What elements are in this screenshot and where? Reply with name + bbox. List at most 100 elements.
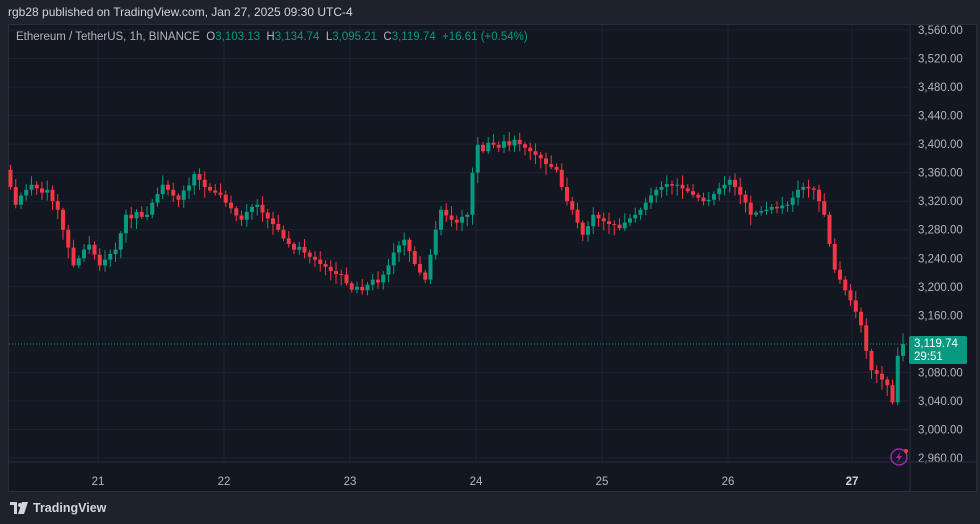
candle-body [796, 189, 800, 198]
candle-body [76, 258, 81, 266]
candle-body [670, 184, 674, 186]
candle-body [848, 290, 853, 301]
candle-body [591, 214, 596, 227]
candle-body [696, 194, 701, 198]
candle-body [407, 239, 412, 252]
candle-body [412, 251, 417, 264]
published-caption: rgb28 published on TradingView.com, Jan … [8, 5, 353, 19]
candle-body [34, 184, 39, 189]
candle-body [717, 188, 722, 195]
x-tick-label: 23 [344, 476, 357, 488]
candle-body [507, 141, 512, 146]
candle-body [103, 259, 107, 266]
x-tick-label: 27 [846, 476, 859, 488]
candle-body [297, 246, 302, 250]
candle-body [664, 184, 669, 187]
candle-body [66, 229, 71, 248]
high-label: H [266, 31, 275, 43]
candle-body [559, 169, 564, 187]
y-tick-label: 3,440.00 [918, 111, 963, 123]
candle-body [832, 243, 837, 270]
candle-body [433, 229, 438, 255]
candle-body [838, 269, 842, 280]
candle-body [528, 147, 533, 152]
y-tick-label: 3,280.00 [918, 225, 963, 237]
candle-body [286, 238, 291, 244]
candle-body [617, 224, 622, 229]
logo-text: TradingView [33, 501, 107, 515]
candle-body [801, 186, 806, 190]
candle-body [55, 201, 60, 210]
candle-body [108, 253, 113, 260]
candle-body [166, 184, 170, 190]
candle-body [355, 286, 359, 290]
candle-body [145, 214, 149, 217]
candle-body [61, 209, 65, 230]
y-tick-label: 3,000.00 [918, 424, 963, 436]
candle-body [113, 249, 118, 254]
candle-body [197, 174, 202, 180]
candle-body [628, 218, 632, 223]
candle-body [538, 154, 543, 159]
candle-body [880, 373, 884, 380]
candle-body [386, 265, 391, 275]
tradingview-logo-icon [10, 502, 28, 514]
candle-body [292, 243, 296, 250]
y-tick-label: 3,040.00 [918, 396, 963, 408]
candle-body [208, 186, 212, 191]
candle-body [481, 144, 485, 152]
x-tick-label: 24 [470, 476, 483, 488]
candle-body [549, 164, 554, 167]
candle-body [496, 144, 501, 148]
close-value: 3,119.74 [391, 31, 436, 43]
candle-body [654, 189, 659, 196]
candle-body [454, 219, 459, 223]
candle-body [155, 194, 160, 203]
candle-body [523, 144, 527, 148]
candle-body [229, 202, 233, 209]
candle-body [890, 385, 895, 403]
candle-body [575, 209, 580, 223]
candle-body [124, 214, 128, 234]
candle-body [612, 224, 617, 226]
candle-body [381, 274, 386, 283]
x-tick-label: 22 [218, 476, 231, 488]
candle-body [323, 263, 328, 267]
candle-body [533, 151, 538, 155]
candle-body [633, 214, 638, 219]
notification-dot-icon [904, 449, 908, 453]
candle-body [722, 184, 727, 189]
candle-body [439, 209, 443, 230]
x-tick-label: 25 [596, 476, 609, 488]
candle-body [885, 379, 890, 386]
candle-body [24, 189, 29, 196]
y-tick-label: 3,160.00 [918, 310, 963, 322]
candle-body [754, 212, 758, 215]
candle-body [607, 221, 611, 225]
candle-body [491, 142, 496, 145]
candle-body [160, 184, 165, 195]
candle-body [19, 195, 23, 205]
candle-body [869, 350, 874, 371]
candle-body [675, 184, 680, 186]
y-tick-label: 3,400.00 [918, 139, 963, 151]
candle-body [790, 197, 795, 205]
candle-body [712, 194, 716, 200]
candle-body [895, 355, 900, 403]
candle-body [45, 189, 50, 193]
candle-body [202, 179, 207, 187]
candle-body [580, 222, 585, 235]
candle-body [475, 144, 480, 173]
price-tag [909, 336, 967, 365]
candle-body [13, 186, 18, 205]
tradingview-logo[interactable]: TradingView [10, 501, 106, 515]
x-tick-label: 26 [722, 476, 735, 488]
candle-body [701, 197, 706, 202]
candle-body [402, 239, 407, 246]
candle-body [213, 190, 218, 193]
y-tick-label: 3,360.00 [918, 168, 963, 180]
candle-body [307, 252, 312, 257]
candle-body [334, 271, 338, 274]
candle-body [622, 222, 627, 229]
